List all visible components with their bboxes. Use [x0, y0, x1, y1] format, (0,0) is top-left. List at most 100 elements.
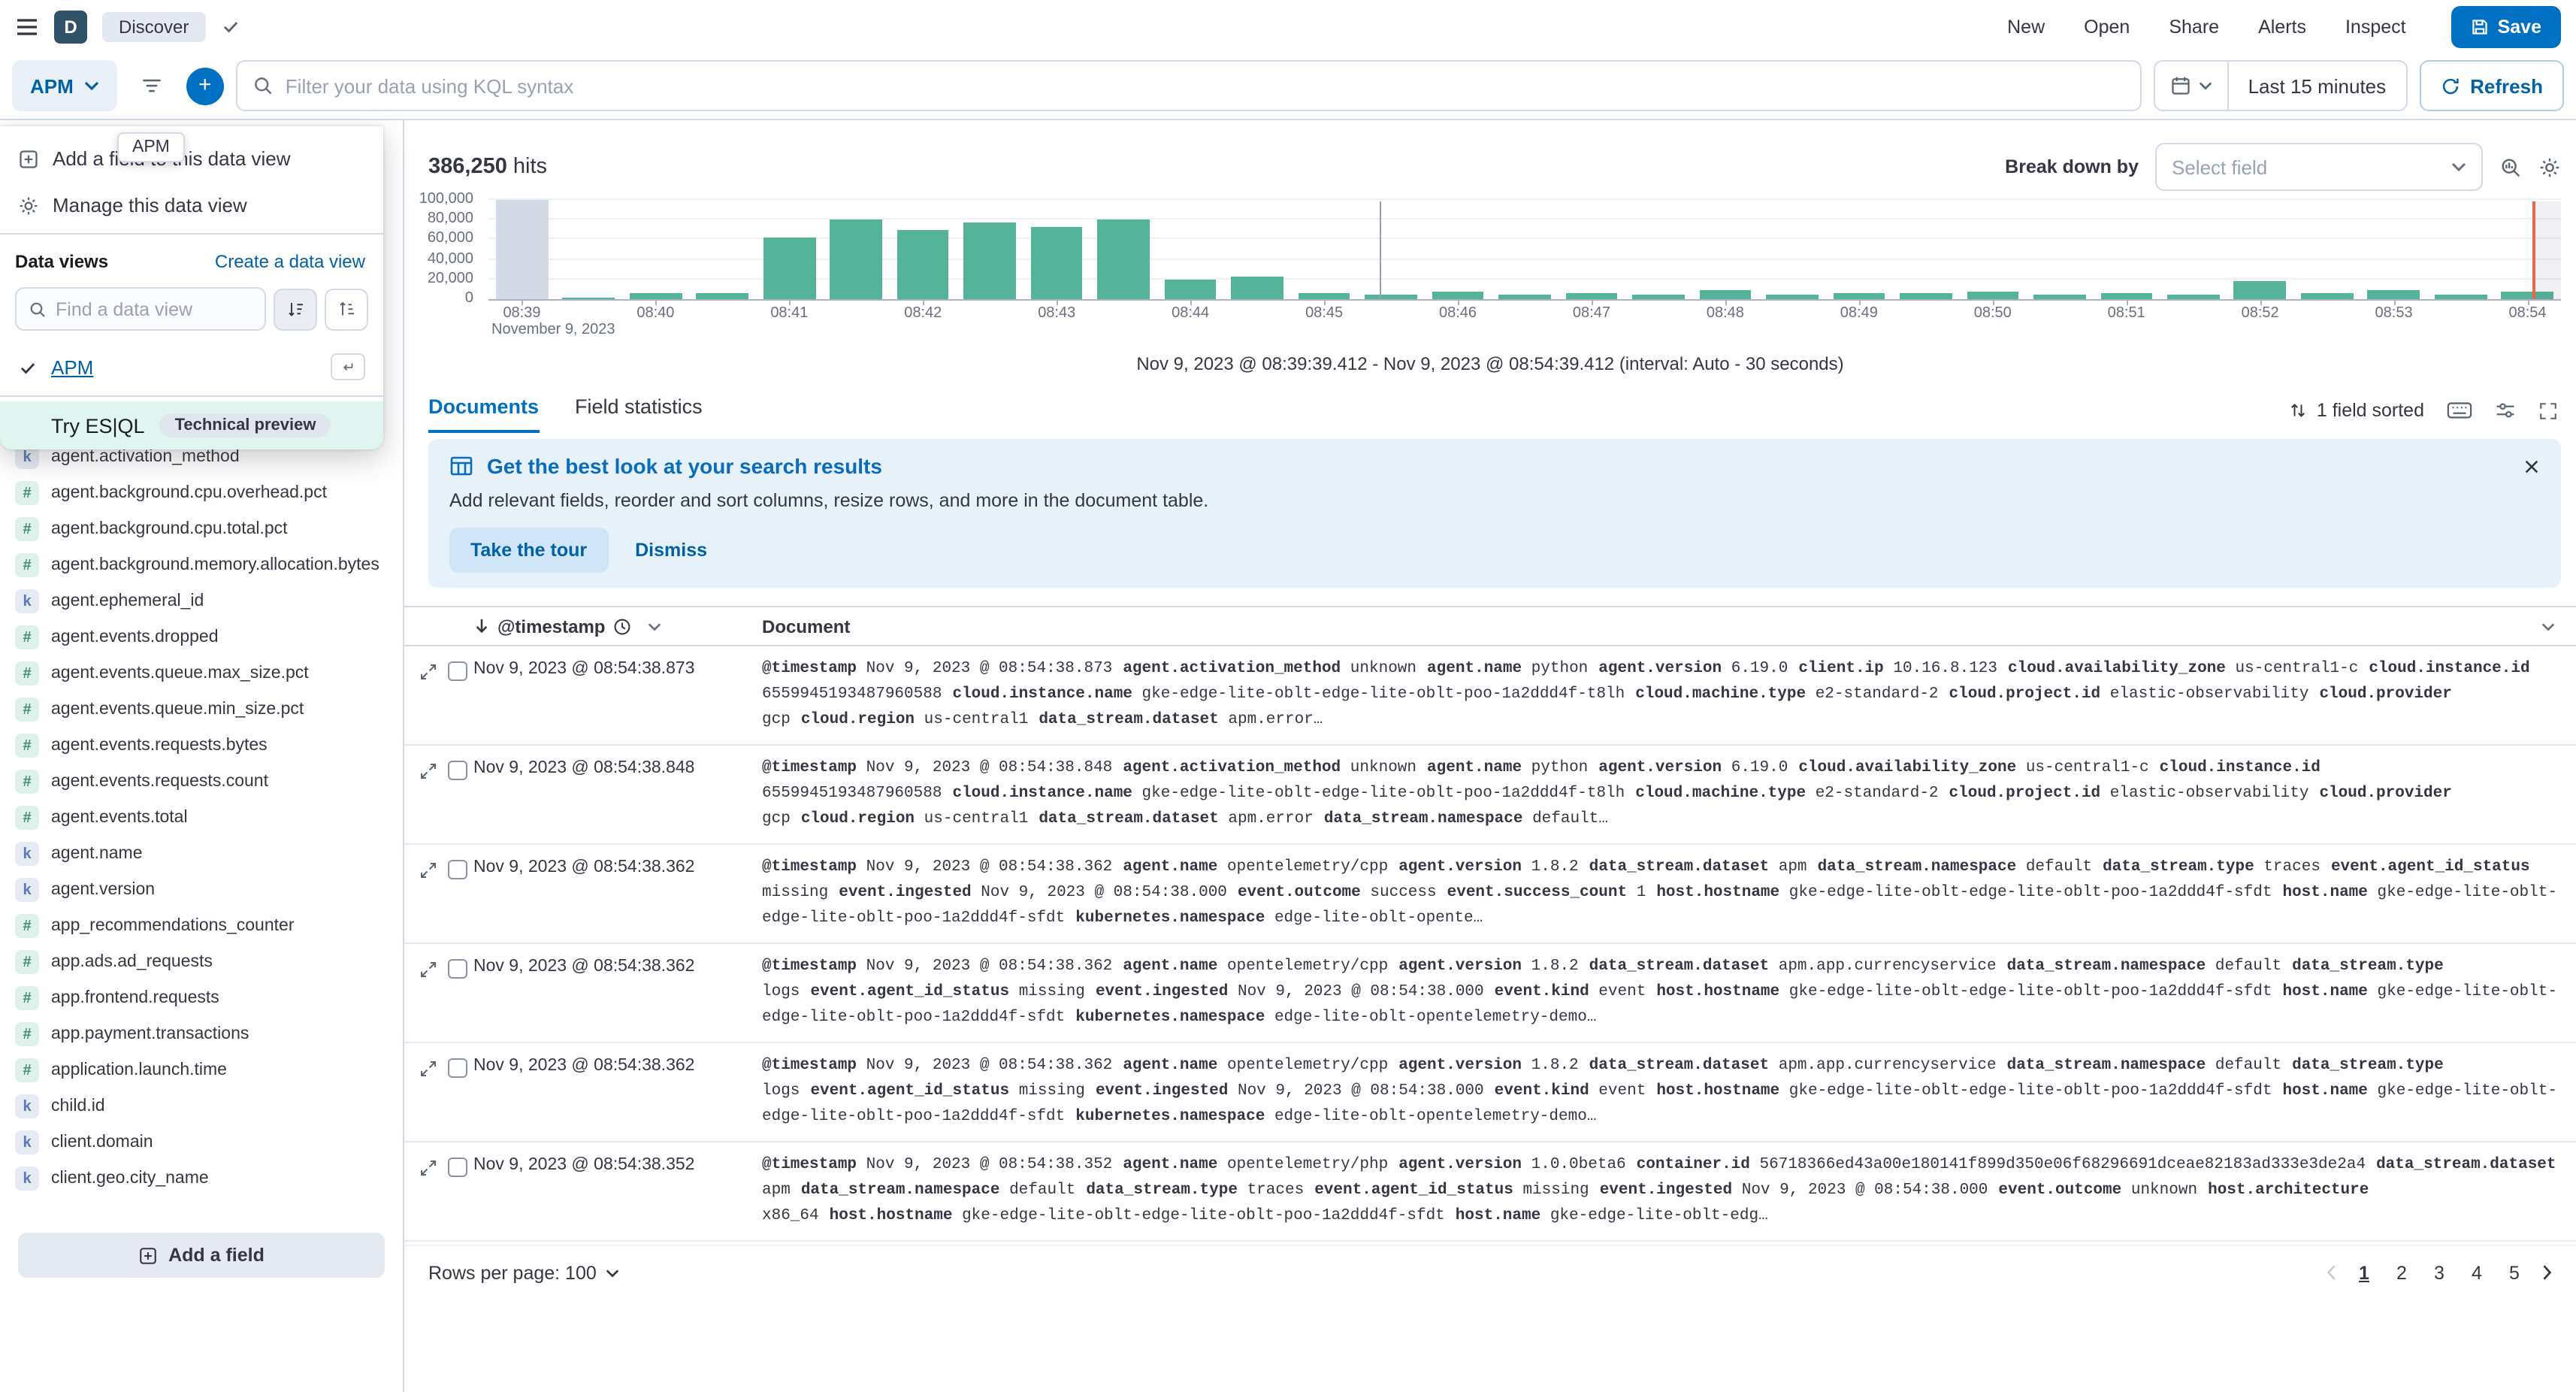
- add-field-button[interactable]: Add a field: [18, 1233, 385, 1278]
- histogram-bar[interactable]: [2300, 293, 2354, 299]
- filter-icon[interactable]: [129, 60, 174, 111]
- nav-share[interactable]: Share: [2169, 16, 2220, 37]
- histogram-bar[interactable]: [562, 298, 615, 299]
- field-item[interactable]: # agent.events.total: [0, 800, 397, 836]
- page-1[interactable]: 1: [2359, 1262, 2369, 1283]
- histogram-bar[interactable]: [1833, 293, 1885, 299]
- histogram-bar[interactable]: [2033, 294, 2086, 299]
- chart-gear-icon[interactable]: [2538, 156, 2561, 178]
- histogram-bar[interactable]: [763, 238, 816, 299]
- expand-document-icon[interactable]: [419, 961, 437, 979]
- histogram-bar[interactable]: [1432, 291, 1484, 299]
- histogram-bar[interactable]: [1030, 226, 1083, 299]
- histogram-bar[interactable]: [1498, 294, 1551, 299]
- histogram-bar[interactable]: [629, 293, 682, 299]
- refresh-button[interactable]: Refresh: [2419, 60, 2564, 111]
- create-data-view-link[interactable]: Create a data view: [214, 251, 365, 272]
- histogram-bar[interactable]: [830, 219, 882, 299]
- sort-order-button[interactable]: [325, 288, 368, 330]
- nav-inspect[interactable]: Inspect: [2345, 16, 2406, 37]
- histogram-bar[interactable]: [1097, 219, 1150, 299]
- histogram-bar[interactable]: [696, 292, 749, 299]
- field-item[interactable]: # agent.background.cpu.overhead.pct: [0, 475, 397, 511]
- display-options-icon[interactable]: [2495, 400, 2516, 421]
- histogram-bar[interactable]: [2367, 290, 2420, 299]
- data-view-option-apm[interactable]: APM: [0, 343, 383, 391]
- field-sorted-button[interactable]: 1 field sorted: [2290, 400, 2424, 421]
- page-5[interactable]: 5: [2509, 1262, 2520, 1283]
- field-item[interactable]: k agent.ephemeral_id: [0, 583, 397, 619]
- hits-histogram[interactable]: 0 20,000 40,000 60,000 80,000 100,000 08:39 08…: [404, 191, 2561, 338]
- take-the-tour-button[interactable]: Take the tour: [449, 528, 609, 573]
- field-item[interactable]: k agent.version: [0, 872, 397, 908]
- page-2[interactable]: 2: [2396, 1262, 2407, 1283]
- field-item[interactable]: k agent.name: [0, 836, 397, 872]
- field-item[interactable]: # agent.background.memory.allocation.byte…: [0, 547, 397, 583]
- field-item[interactable]: # app.payment.transactions: [0, 1016, 397, 1052]
- histogram-bar[interactable]: [1766, 294, 1819, 299]
- chevron-down-icon[interactable]: [647, 622, 661, 631]
- nav-open[interactable]: Open: [2084, 16, 2130, 37]
- document-column-header[interactable]: Document: [762, 616, 2576, 637]
- add-field-to-data-view[interactable]: Add a field to this data view: [0, 135, 383, 182]
- breakdown-select[interactable]: Select field: [2155, 143, 2483, 191]
- tab-documents[interactable]: Documents: [428, 395, 540, 433]
- histogram-bar[interactable]: [2167, 294, 2220, 299]
- field-item[interactable]: k client.domain: [0, 1124, 397, 1161]
- histogram-bar[interactable]: [1231, 277, 1283, 299]
- histogram-bar[interactable]: [963, 222, 1016, 299]
- histogram-bar[interactable]: [1900, 293, 1952, 299]
- tab-field-statistics[interactable]: Field statistics: [575, 395, 703, 418]
- histogram-bar[interactable]: [2434, 294, 2487, 299]
- find-data-view-input[interactable]: Find a data view: [15, 287, 266, 331]
- time-range-button[interactable]: Last 15 minutes: [2248, 74, 2387, 97]
- breadcrumb[interactable]: Discover: [102, 11, 206, 41]
- field-item[interactable]: # app.frontend.requests: [0, 980, 397, 1016]
- histogram-bar[interactable]: [1565, 293, 1618, 299]
- histogram-bar[interactable]: [1967, 291, 2019, 299]
- fullscreen-icon[interactable]: [2538, 401, 2558, 420]
- expand-document-icon[interactable]: [419, 663, 437, 681]
- expand-document-icon[interactable]: [419, 1159, 437, 1177]
- field-item[interactable]: # agent.background.cpu.total.pct: [0, 511, 397, 547]
- nav-alerts[interactable]: Alerts: [2258, 16, 2306, 37]
- histogram-bar[interactable]: [2501, 291, 2554, 299]
- row-checkbox[interactable]: [448, 1157, 467, 1177]
- field-item[interactable]: # agent.events.queue.max_size.pct: [0, 655, 397, 691]
- field-item[interactable]: # agent.events.queue.min_size.pct: [0, 691, 397, 728]
- expand-document-icon[interactable]: [419, 861, 437, 879]
- histogram-bar[interactable]: [1365, 294, 1417, 299]
- field-item[interactable]: k client.geo.city_name: [0, 1161, 397, 1197]
- row-checkbox[interactable]: [448, 860, 467, 879]
- data-view-selector[interactable]: APM: [12, 60, 117, 111]
- manage-data-view[interactable]: Manage this data view: [0, 182, 383, 228]
- row-checkbox[interactable]: [448, 661, 467, 681]
- histogram-bar[interactable]: [1164, 279, 1217, 299]
- histogram-bar[interactable]: [896, 229, 949, 299]
- histogram-bar[interactable]: [1699, 290, 1752, 299]
- row-checkbox[interactable]: [448, 959, 467, 979]
- histogram-bar[interactable]: [1632, 294, 1685, 299]
- field-item[interactable]: # app_recommendations_counter: [0, 908, 397, 944]
- field-item[interactable]: # agent.events.requests.count: [0, 764, 397, 800]
- row-checkbox[interactable]: [448, 1058, 467, 1078]
- rows-per-page-button[interactable]: Rows per page: 100: [428, 1262, 619, 1283]
- page-3[interactable]: 3: [2434, 1262, 2444, 1283]
- chevron-down-icon[interactable]: [2541, 622, 2555, 631]
- histogram-bar[interactable]: [1298, 293, 1350, 299]
- timestamp-column-header[interactable]: @timestamp: [473, 616, 762, 637]
- field-item[interactable]: # agent.events.dropped: [0, 619, 397, 655]
- keyboard-shortcuts-icon[interactable]: [2447, 401, 2472, 419]
- field-item[interactable]: k child.id: [0, 1088, 397, 1124]
- field-item[interactable]: # application.launch.time: [0, 1052, 397, 1088]
- date-picker-calendar-button[interactable]: [2155, 62, 2229, 110]
- next-page-icon[interactable]: [2535, 1264, 2558, 1281]
- page-4[interactable]: 4: [2472, 1262, 2482, 1283]
- expand-document-icon[interactable]: [419, 762, 437, 780]
- field-item[interactable]: # app.ads.ad_requests: [0, 944, 397, 980]
- row-checkbox[interactable]: [448, 761, 467, 780]
- previous-page-icon[interactable]: [2321, 1264, 2343, 1281]
- sort-alphabetical-button[interactable]: [274, 288, 317, 330]
- space-avatar[interactable]: D: [54, 10, 87, 43]
- kql-search-input[interactable]: Filter your data using KQL syntax: [235, 60, 2142, 111]
